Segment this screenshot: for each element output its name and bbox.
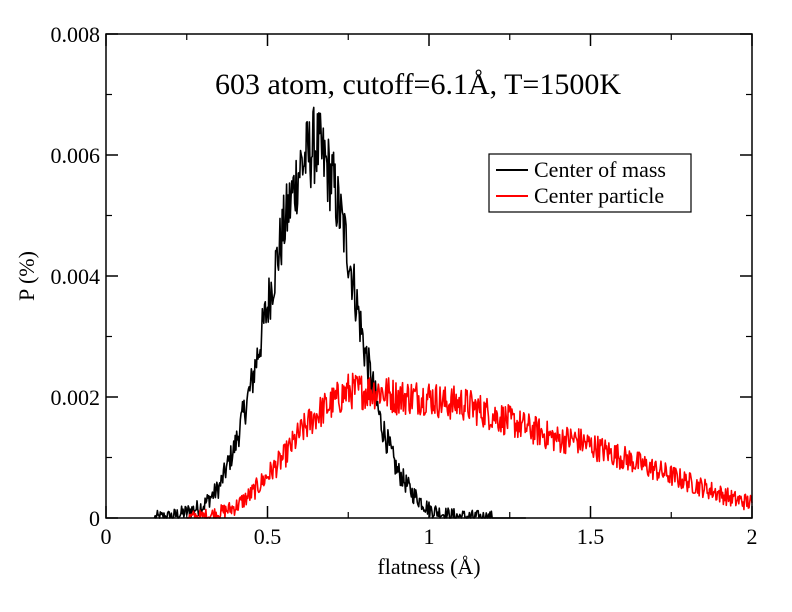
legend-label-center-of-mass: Center of mass: [534, 157, 666, 182]
legend-box: [488, 153, 692, 213]
x-tick-label-2: 1: [424, 524, 435, 549]
series-line-1: [186, 372, 753, 519]
legend-label-center-particle: Center particle: [534, 183, 664, 208]
x-axis-title: flatness (Å): [377, 554, 480, 579]
x-tick-label-0: 0: [101, 524, 112, 549]
chart-title: 603 atom, cutoff=6.1Å, T=1500K: [215, 68, 621, 101]
ticks-layer: 0 0.5 1 1.5 2 0 0.002 0.004 0.006 0.008: [51, 22, 758, 549]
y-tick-label-3: 0.006: [51, 143, 101, 168]
y-axis-title: P (%): [14, 251, 39, 301]
legend: Center of mass Center particle: [488, 153, 692, 213]
x-tick-label-1: 0.5: [254, 524, 282, 549]
x-tick-label-4: 2: [747, 524, 758, 549]
y-tick-label-1: 0.002: [51, 385, 101, 410]
y-tick-label-2: 0.004: [51, 264, 101, 289]
y-tick-label-4: 0.008: [51, 22, 101, 47]
x-tick-label-3: 1.5: [577, 524, 605, 549]
y-tick-label-0: 0: [89, 506, 100, 531]
